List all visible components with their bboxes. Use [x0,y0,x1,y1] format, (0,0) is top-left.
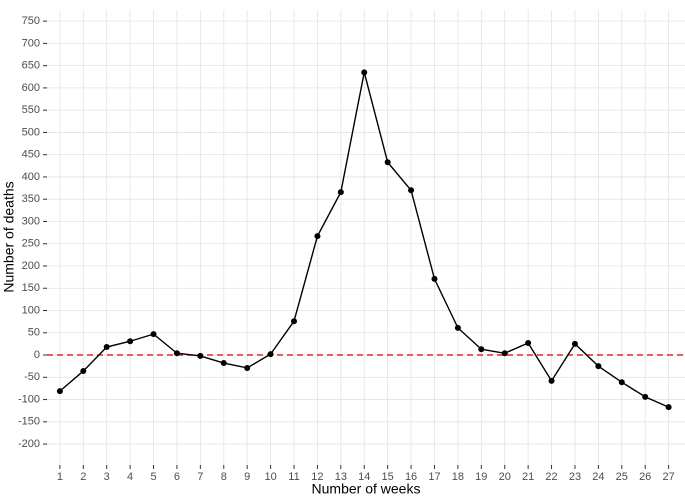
x-tick-label: 21 [522,471,534,483]
x-tick-label: 23 [569,471,581,483]
x-tick-label: 14 [358,471,370,483]
x-tick-label: 7 [197,471,203,483]
data-point [267,351,274,358]
data-point [408,187,415,194]
data-point [103,344,110,351]
y-tick-label: 500 [22,126,40,138]
data-point [80,368,87,375]
y-tick-label: -200 [18,438,40,450]
x-tick-label: 17 [428,471,440,483]
x-tick-label: 9 [244,471,250,483]
y-tick-label: 0 [34,349,40,361]
y-axis-title: Number of deaths [1,181,17,292]
data-point [501,350,508,357]
x-tick-label: 20 [499,471,511,483]
x-tick-label: 18 [452,471,464,483]
x-tick-label: 16 [405,471,417,483]
data-point [618,379,625,386]
x-tick-label: 3 [104,471,110,483]
y-tick-label: -100 [18,393,40,405]
y-tick-label: 50 [28,327,40,339]
data-point [197,352,204,359]
data-point [244,364,251,371]
y-tick-label: 750 [22,15,40,27]
x-tick-label: 19 [475,471,487,483]
y-tick-label: 250 [22,238,40,250]
data-point [642,393,649,400]
x-tick-label: 2 [80,471,86,483]
y-tick-label: 700 [22,37,40,49]
data-point [384,159,391,166]
x-tick-label: 11 [288,471,299,483]
data-point [431,275,438,282]
x-tick-label: 6 [174,471,180,483]
x-tick-label: 10 [264,471,276,483]
data-point [291,318,298,325]
data-point [56,388,63,395]
y-tick-label: 100 [22,304,40,316]
data-point [478,346,485,353]
data-point [454,324,461,331]
y-tick-label: 600 [22,82,40,94]
y-tick-label: 150 [22,282,40,294]
y-tick-label: 400 [22,171,40,183]
x-tick-label: 8 [221,471,227,483]
data-point [173,350,180,357]
x-tick-label: 24 [592,471,604,483]
data-point [361,69,368,76]
data-point [150,331,157,338]
y-tick-label: -50 [24,371,40,383]
y-tick-label: 450 [22,149,40,161]
x-tick-label: 5 [150,471,156,483]
data-point [595,363,602,370]
x-tick-label: 22 [545,471,557,483]
y-tick-label: 650 [22,60,40,72]
data-point [525,340,532,347]
y-tick-label: 200 [22,260,40,272]
y-tick-label: 550 [22,104,40,116]
data-point [571,340,578,347]
data-point [337,189,344,196]
data-point [548,377,555,384]
x-axis-title: Number of weeks [312,481,421,497]
y-tick-label: 350 [22,193,40,205]
data-point [314,233,321,240]
y-tick-label: 300 [22,215,40,227]
x-tick-label: 13 [335,471,347,483]
data-point [665,404,672,411]
y-tick-label: -150 [18,416,40,428]
x-tick-label: 25 [616,471,628,483]
data-point [220,360,227,367]
x-tick-label: 15 [382,471,394,483]
x-tick-label: 26 [639,471,651,483]
x-tick-label: 1 [57,471,63,483]
data-point [127,338,134,345]
x-tick-label: 4 [127,471,133,483]
x-tick-label: 27 [662,471,674,483]
x-tick-label: 12 [311,471,323,483]
